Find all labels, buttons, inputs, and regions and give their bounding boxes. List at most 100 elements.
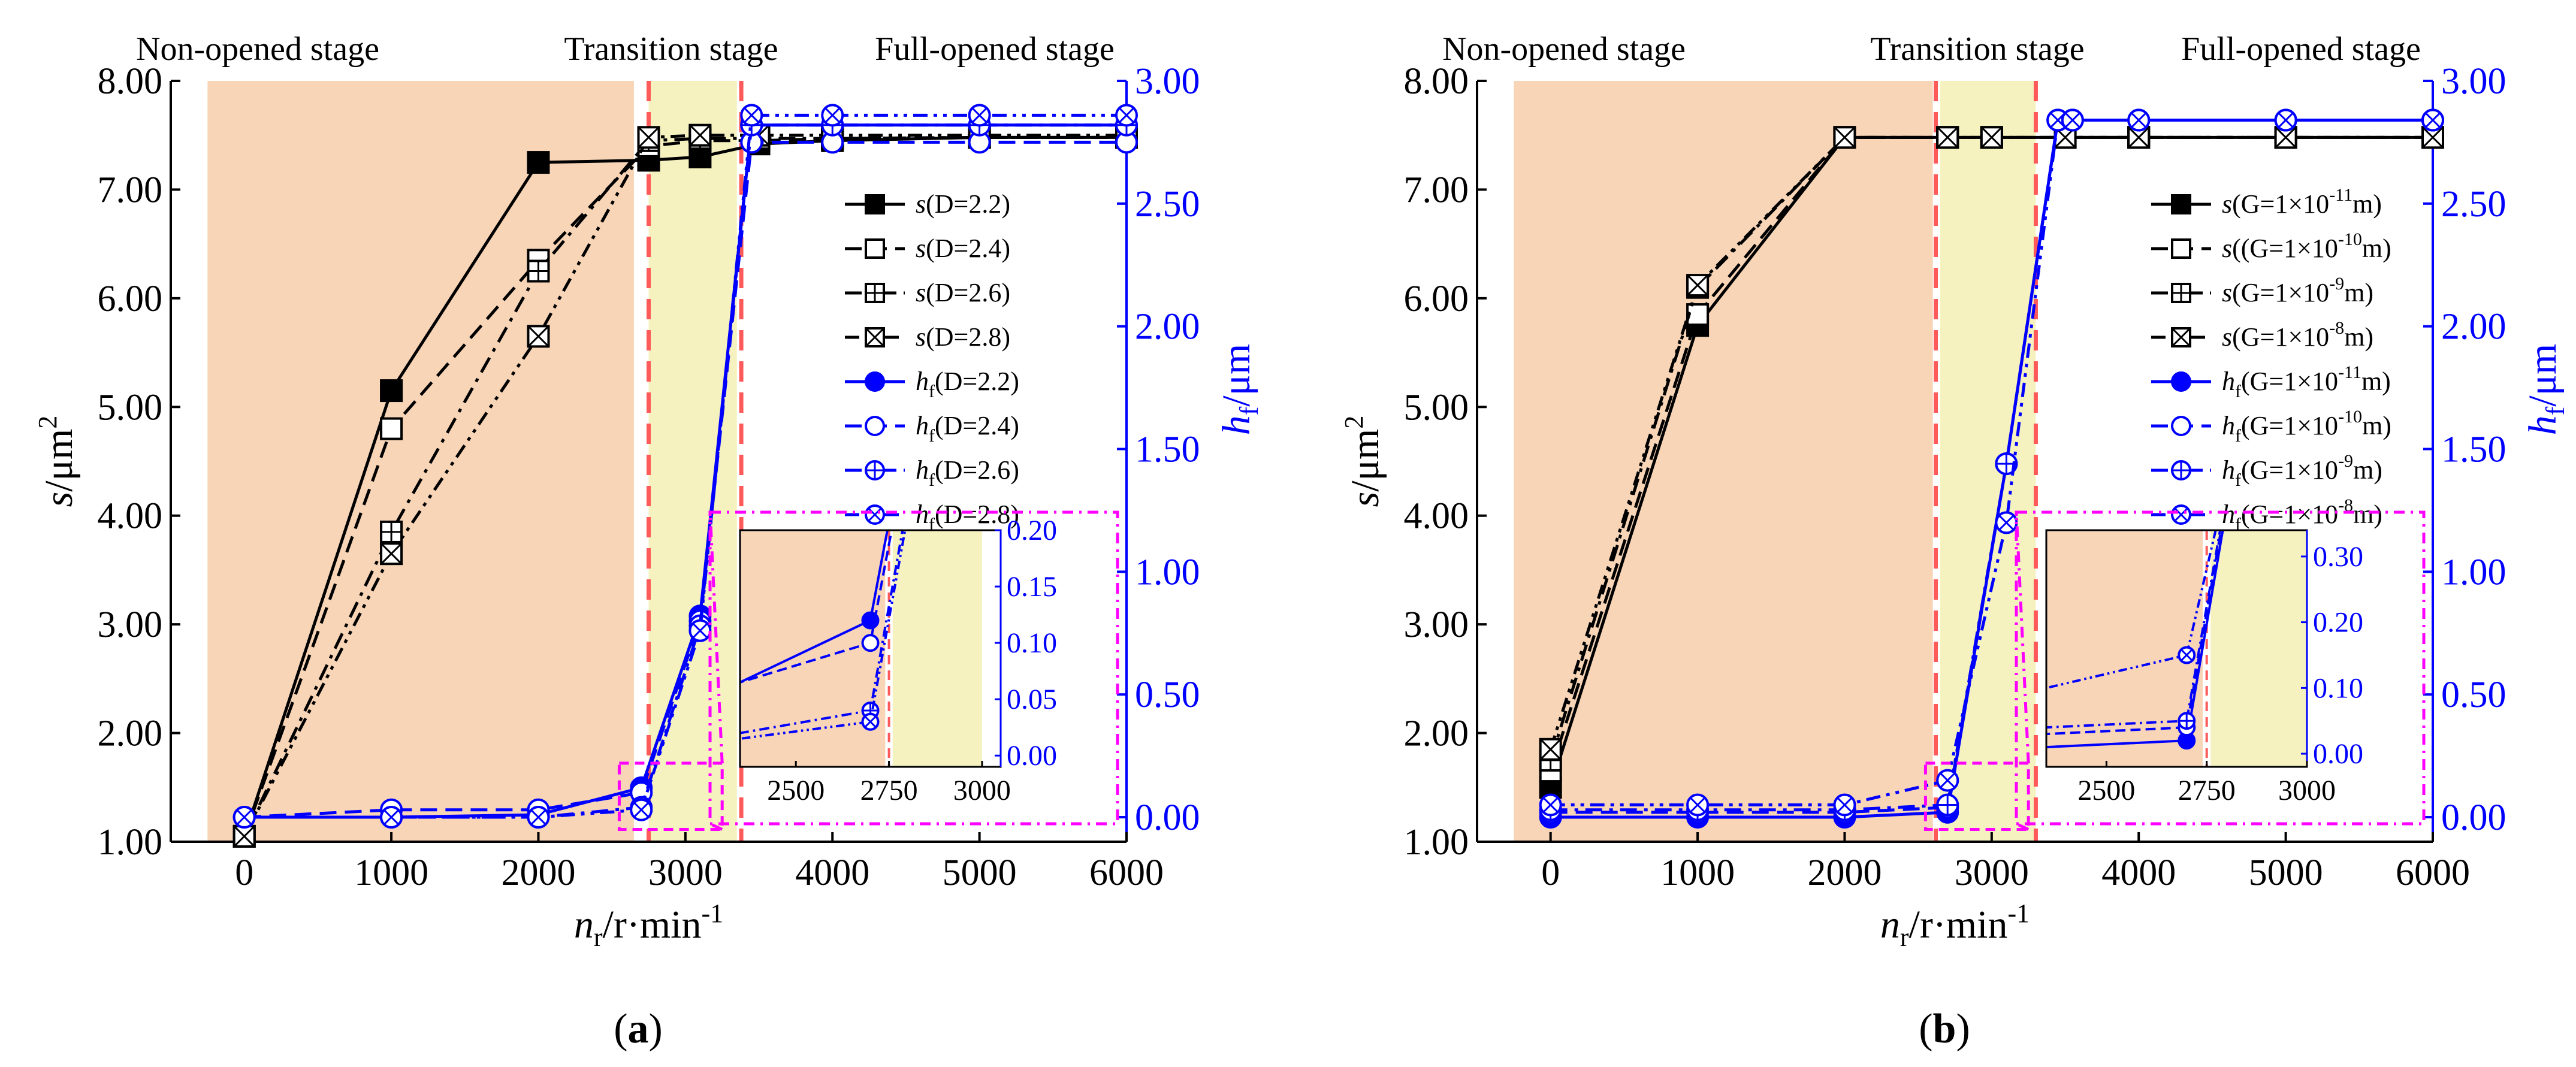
data-point-s7-3-d2 bbox=[633, 802, 650, 818]
legend-sub: f bbox=[929, 470, 935, 490]
data-point-s3-6-d2 bbox=[2128, 126, 2150, 149]
legend-args: (G=1×10 bbox=[2232, 278, 2329, 307]
panel-a: Non-opened stage Transition stage Full-ope… bbox=[33, 31, 1264, 1052]
y-left-tick-label: 5.00 bbox=[1404, 387, 1469, 428]
zoom-connector-top bbox=[708, 512, 724, 764]
inset-transition-region bbox=[892, 530, 982, 767]
legend-label-6: hf(G=1×10-9m) bbox=[2222, 451, 2382, 490]
legend-tail: m) bbox=[2344, 322, 2373, 352]
x-tick-label: 2000 bbox=[1807, 853, 1882, 893]
legend-sup: -9 bbox=[2338, 451, 2353, 471]
legend-sup: -11 bbox=[2329, 185, 2352, 205]
legend-tail: m) bbox=[2352, 189, 2382, 219]
data-point-s0-2 bbox=[527, 151, 550, 174]
legend-main: h bbox=[2222, 500, 2235, 529]
legend-marker-1 bbox=[865, 238, 885, 259]
legend-main: s bbox=[916, 189, 926, 219]
legend-label-5: hf(G=1×10-10m) bbox=[2222, 407, 2391, 446]
legend-label-4: hf(G=1×10-11m) bbox=[2222, 362, 2391, 401]
inset-y-tick-label: 0.00 bbox=[2313, 738, 2363, 770]
legend-main: h bbox=[2222, 367, 2235, 396]
x-tick-label: 6000 bbox=[2396, 853, 2470, 893]
x-tick-label: 1000 bbox=[354, 853, 428, 893]
data-point-s3-2-d2 bbox=[527, 325, 549, 347]
y-right-title-unit: /μm bbox=[1215, 344, 1258, 407]
inset-point-s5-3 bbox=[861, 634, 880, 652]
y-right-tick-label: 2.50 bbox=[2441, 184, 2506, 225]
legend-label-6: hf(D=2.6) bbox=[916, 455, 1019, 490]
zoom-connector-bottom bbox=[2015, 822, 2030, 831]
zoom-connector-top bbox=[2015, 512, 2030, 764]
panel-label-close: ) bbox=[1956, 1006, 1970, 1052]
legend-tail: m) bbox=[2362, 411, 2391, 440]
y-right-tick-label: 1.50 bbox=[2441, 430, 2506, 470]
data-point-s7-7-d2 bbox=[2131, 112, 2147, 128]
legend-marker-7-d2 bbox=[2174, 507, 2188, 522]
inset-y-tick-label: 0.10 bbox=[1007, 627, 1057, 659]
legend-sub: f bbox=[929, 426, 935, 446]
legend-marker-7-d2 bbox=[868, 507, 882, 522]
stage-title-non-opened: Non-opened stage bbox=[136, 31, 379, 68]
transition-region bbox=[1940, 81, 2036, 842]
y-left-tick-label: 8.00 bbox=[1404, 61, 1469, 102]
legend-args: (D=2.8) bbox=[935, 500, 1019, 529]
inset-y-tick-label: 0.05 bbox=[1007, 684, 1057, 715]
y-right-axis-title: h_f/μmhf/μm bbox=[1215, 344, 1264, 436]
inset-point-s7-3-d2 bbox=[2181, 649, 2193, 661]
legend-label-4: hf(D=2.2) bbox=[916, 367, 1019, 401]
legend-args: (G=1×10 bbox=[2232, 189, 2329, 219]
inset-plot bbox=[2046, 530, 2224, 750]
panel-label-letter: a bbox=[628, 1006, 649, 1052]
x-tick-label: 5000 bbox=[943, 853, 1017, 893]
data-point-s3-7-d2 bbox=[2275, 126, 2297, 149]
legend-main: s bbox=[2222, 189, 2232, 219]
data-point-s7-0-d2 bbox=[1542, 797, 1559, 813]
legend-sup: -10 bbox=[2338, 229, 2362, 249]
y-right-title-sub: f bbox=[1234, 406, 1264, 415]
legend-tail: m) bbox=[2353, 455, 2382, 485]
x-axis-title-n: n bbox=[574, 903, 594, 947]
inset-x-tick-label: 2750 bbox=[860, 775, 918, 806]
inset-y-tick-label: 0.10 bbox=[2313, 672, 2363, 704]
legend-main: h bbox=[916, 500, 929, 529]
legend-marker-0 bbox=[2171, 194, 2191, 214]
data-point-s3-4-d2 bbox=[689, 124, 711, 146]
legend-args: (D=2.8) bbox=[926, 322, 1010, 352]
y-left-tick-label: 1.00 bbox=[98, 822, 163, 863]
y-left-tick-label: 3.00 bbox=[1404, 604, 1469, 645]
y-right-title-unit: /μm bbox=[2521, 344, 2565, 407]
x-tick-label: 6000 bbox=[1089, 853, 1164, 893]
legend-main: h bbox=[2222, 411, 2235, 440]
legend-args: (G=1×10 bbox=[2241, 500, 2338, 529]
legend-label-5: hf(D=2.4) bbox=[916, 411, 1019, 446]
legend-marker-3-d2 bbox=[2171, 327, 2191, 347]
inset-x-tick-label: 3000 bbox=[953, 775, 1011, 806]
y-left-tick-label: 7.00 bbox=[98, 170, 163, 210]
x-tick-label: 2000 bbox=[501, 853, 575, 893]
y-right-tick-label: 0.00 bbox=[2441, 797, 2506, 838]
non-opened-region bbox=[207, 81, 634, 842]
panel-label-open: ( bbox=[1919, 1006, 1932, 1052]
x-tick-label: 5000 bbox=[2249, 853, 2323, 893]
legend-args: (D=2.2) bbox=[926, 189, 1010, 219]
data-point-s7-2-d2 bbox=[1837, 797, 1853, 813]
y-right-tick-label: 1.00 bbox=[1135, 552, 1200, 593]
legend-main: h bbox=[916, 455, 929, 485]
legend-sup: -9 bbox=[2329, 274, 2344, 294]
x-axis-title-n: n bbox=[1880, 903, 1900, 947]
legend-sub: f bbox=[2235, 515, 2241, 534]
x-tick-label: 4000 bbox=[2101, 853, 2176, 893]
x-axis-title-sup: -1 bbox=[701, 899, 723, 928]
data-point-s7-7-d2 bbox=[971, 107, 987, 123]
data-point-s3-3-d2 bbox=[1937, 126, 1959, 149]
data-point-s7-5-d2 bbox=[744, 107, 760, 123]
x-tick-label: 3000 bbox=[648, 853, 723, 893]
legend-main: h bbox=[2222, 455, 2235, 485]
inset-y-tick-label: 0.20 bbox=[1007, 515, 1057, 546]
x-axis-title-sub: r bbox=[594, 923, 603, 952]
y-left-tick-label: 6.00 bbox=[1404, 279, 1469, 319]
legend-args: (G=1×10 bbox=[2241, 411, 2338, 440]
y-left-tick-label: 2.00 bbox=[98, 714, 163, 754]
legend-label-2: s(D=2.6) bbox=[916, 278, 1010, 307]
data-point-s3-3-d2 bbox=[638, 126, 660, 149]
